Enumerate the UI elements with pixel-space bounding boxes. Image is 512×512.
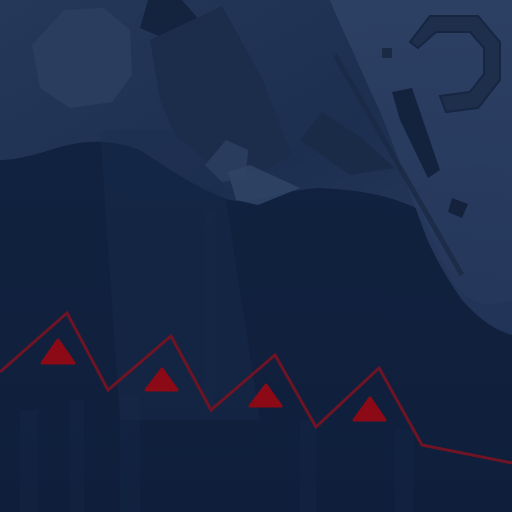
zigzag-line bbox=[0, 310, 512, 465]
pole-bracket-small bbox=[448, 198, 468, 218]
triangle-marker bbox=[248, 383, 283, 408]
octagon-shape bbox=[32, 8, 132, 108]
triangle-marker bbox=[144, 367, 179, 392]
triangle-marker bbox=[352, 396, 387, 422]
diagonal-pole bbox=[332, 53, 465, 277]
shard-shape-large bbox=[150, 6, 292, 172]
ring-shape bbox=[408, 15, 501, 114]
triangle-markers bbox=[40, 338, 387, 422]
right-slab bbox=[330, 0, 512, 335]
lower-streaks bbox=[20, 210, 413, 512]
shard-shape-tip bbox=[228, 165, 300, 205]
light-beam bbox=[100, 130, 260, 420]
pole-bracket bbox=[392, 88, 440, 178]
pole-knob bbox=[382, 48, 392, 58]
triangle-marker bbox=[40, 338, 76, 365]
debris-chunk bbox=[300, 112, 395, 175]
